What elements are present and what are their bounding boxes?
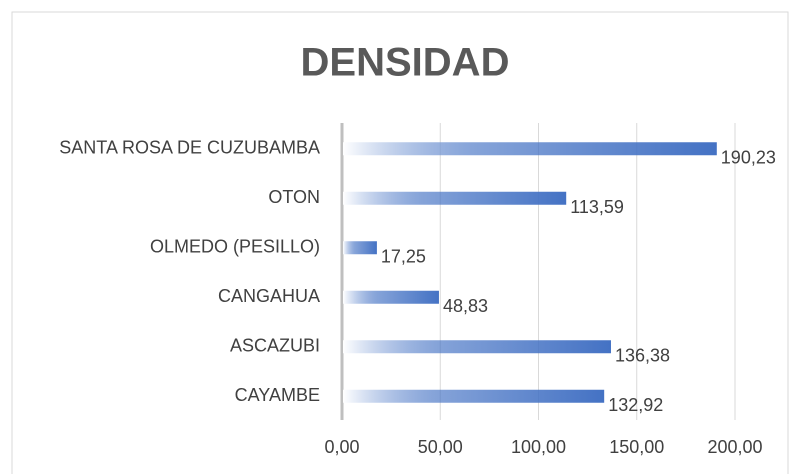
data-label: 132,92 <box>608 395 663 415</box>
y-tick-label: SANTA ROSA DE CUZUBAMBA <box>59 138 320 158</box>
bar <box>343 389 605 403</box>
bar <box>343 142 717 156</box>
y-tick-label: OLMEDO (PESILLO) <box>150 237 320 257</box>
bar <box>343 191 567 205</box>
bar <box>343 241 377 255</box>
x-tick-label: 50,00 <box>418 437 463 457</box>
chart-title: DENSIDAD <box>301 41 510 85</box>
x-tick-label: 150,00 <box>609 437 664 457</box>
y-tick-label: ASCAZUBI <box>230 336 320 356</box>
y-tick-label: CANGAHUA <box>218 286 320 306</box>
data-label: 17,25 <box>381 247 426 267</box>
y-tick-label: CAYAMBE <box>235 385 320 405</box>
bar <box>343 340 611 354</box>
data-label: 190,23 <box>721 148 776 168</box>
data-label: 113,59 <box>570 197 624 217</box>
y-tick-label: OTON <box>268 187 320 207</box>
x-tick-label: 200,00 <box>707 437 762 457</box>
bar <box>343 290 439 304</box>
x-tick-label: 0,00 <box>324 437 359 457</box>
data-label: 136,38 <box>615 346 670 366</box>
x-tick-label: 100,00 <box>511 437 566 457</box>
data-label: 48,83 <box>443 296 488 316</box>
